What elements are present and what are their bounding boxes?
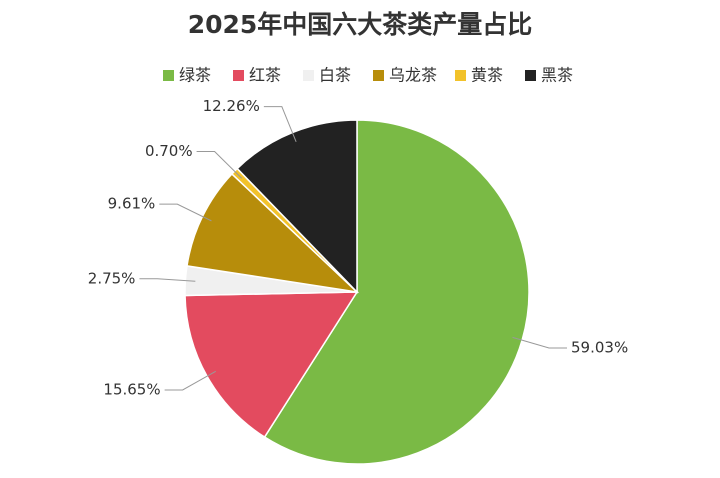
legend-swatch xyxy=(303,70,314,81)
leader-line xyxy=(164,370,217,391)
data-label: 15.65% xyxy=(103,380,160,398)
leader-line xyxy=(263,106,297,143)
data-label: 9.61% xyxy=(108,195,156,213)
legend-label: 乌龙茶 xyxy=(389,66,437,85)
legend-label: 红茶 xyxy=(249,66,281,85)
leader-line xyxy=(196,151,243,179)
legend-swatch xyxy=(455,70,466,81)
leader-line xyxy=(512,336,568,349)
legend-swatch xyxy=(233,70,244,81)
data-label: 0.70% xyxy=(145,142,193,160)
legend-label: 白茶 xyxy=(319,66,351,85)
legend-swatch xyxy=(373,70,384,81)
chart-title: 2025年中国六大茶类产量占比 xyxy=(188,10,533,39)
leader-line xyxy=(159,203,212,222)
data-label: 12.26% xyxy=(203,97,260,115)
data-label: 2.75% xyxy=(88,269,136,287)
data-label: 59.03% xyxy=(571,338,628,356)
legend-swatch xyxy=(525,70,536,81)
leader-line xyxy=(139,278,196,282)
legend-label: 黄茶 xyxy=(471,66,503,85)
legend-label: 黑茶 xyxy=(541,66,573,85)
legend-label: 绿茶 xyxy=(179,66,211,85)
legend-swatch xyxy=(163,70,174,81)
